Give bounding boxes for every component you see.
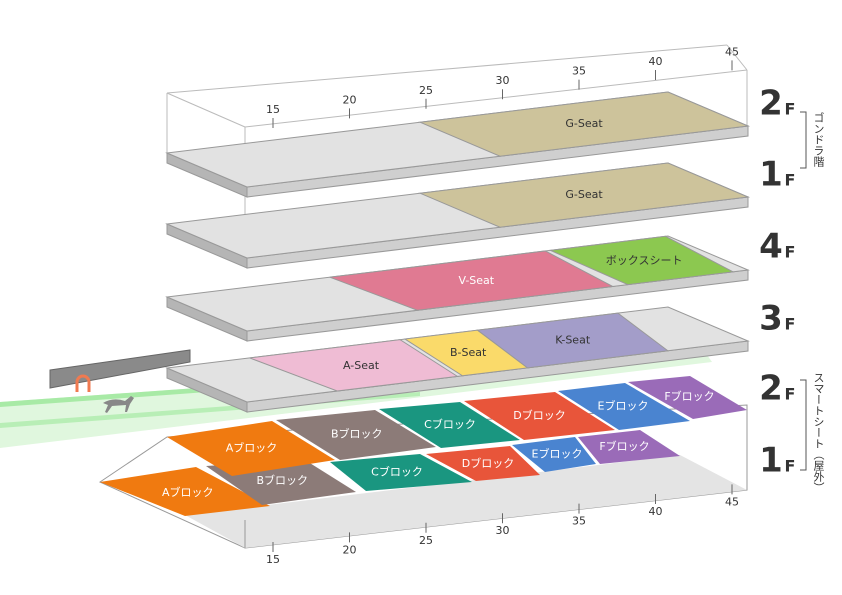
- seat-block: [379, 402, 520, 448]
- smart-floor: [185, 455, 747, 548]
- seat-label: G-Seat: [565, 117, 603, 130]
- ruler-label: 20: [343, 93, 357, 106]
- ruler-label: 40: [649, 55, 663, 68]
- seat-label: G-Seat: [565, 188, 603, 201]
- floor-number: 1: [759, 441, 783, 481]
- seat-block: [578, 430, 680, 464]
- floor-unit: F: [785, 315, 796, 334]
- seat-label: Eブロック: [532, 447, 583, 461]
- seat-block: [426, 446, 540, 481]
- bracket: [800, 111, 807, 169]
- ruler-label: 30: [496, 524, 510, 537]
- seat-label: B-Seat: [450, 346, 487, 359]
- floor-number: 1: [759, 155, 783, 195]
- ruler-label: 15: [266, 553, 280, 566]
- floor-number: 2: [759, 369, 783, 409]
- ruler-label: 15: [266, 103, 280, 116]
- floor-number: 3: [759, 299, 783, 339]
- floor-unit: F: [785, 457, 796, 476]
- ruler-label: 40: [649, 505, 663, 518]
- floor-number: 2: [759, 84, 783, 124]
- seat-block: [167, 421, 335, 476]
- seat-label: V-Seat: [458, 274, 494, 287]
- floor-unit: F: [785, 100, 796, 119]
- ruler-label: 25: [419, 534, 433, 547]
- wall: [49, 349, 191, 389]
- ruler-label: 30: [496, 74, 510, 87]
- seat-area: [249, 339, 459, 392]
- ruler-label: 35: [572, 515, 586, 528]
- seat-block: [464, 392, 615, 440]
- floor-unit: F: [785, 171, 796, 190]
- seat-label: Dブロック: [462, 456, 514, 470]
- ruler-label: 35: [572, 65, 586, 78]
- seat-label: Bブロック: [256, 473, 308, 487]
- ruler-label: 20: [343, 543, 357, 556]
- seat-label: ボックスシート: [606, 254, 683, 267]
- seat-label: A-Seat: [343, 359, 380, 372]
- seat-area: [476, 312, 670, 369]
- seat-label: Bブロック: [331, 426, 383, 440]
- ruler-label: 25: [419, 84, 433, 97]
- floor-unit: F: [785, 243, 796, 262]
- seat-label: Cブロック: [424, 417, 476, 431]
- seat-label: Fブロック: [664, 389, 714, 403]
- floor-number: 4: [759, 227, 783, 267]
- seat-block: [558, 383, 690, 430]
- seat-label: K-Seat: [555, 333, 591, 346]
- ruler-label: 45: [725, 45, 739, 58]
- horse-icon: [103, 396, 134, 413]
- bracket: [800, 379, 807, 471]
- group-label: スマートシート（屋外）: [812, 372, 825, 493]
- gate-icon: [75, 374, 91, 392]
- seat-area: [329, 250, 615, 311]
- seat-label: Fブロック: [599, 439, 649, 453]
- seat-label: Dブロック: [513, 408, 565, 422]
- ruler-label: 45: [725, 495, 739, 508]
- seat-block: [330, 454, 472, 491]
- seat-label: Aブロック: [162, 485, 214, 499]
- seat-block: [100, 467, 270, 516]
- seat-block: [628, 376, 747, 419]
- seat-label: Aブロック: [226, 441, 278, 455]
- seat-area: [418, 162, 750, 228]
- seat-area: [418, 91, 750, 157]
- seat-label: Cブロック: [371, 464, 423, 478]
- seat-block: [512, 437, 596, 472]
- floor-unit: F: [785, 385, 796, 404]
- group-label: ゴンドラ階: [812, 111, 825, 168]
- seat-area: [548, 235, 735, 286]
- seat-block: [276, 410, 436, 460]
- seat-label: Eブロック: [598, 398, 649, 412]
